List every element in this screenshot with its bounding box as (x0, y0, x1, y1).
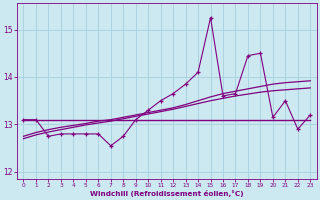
X-axis label: Windchill (Refroidissement éolien,°C): Windchill (Refroidissement éolien,°C) (90, 190, 244, 197)
